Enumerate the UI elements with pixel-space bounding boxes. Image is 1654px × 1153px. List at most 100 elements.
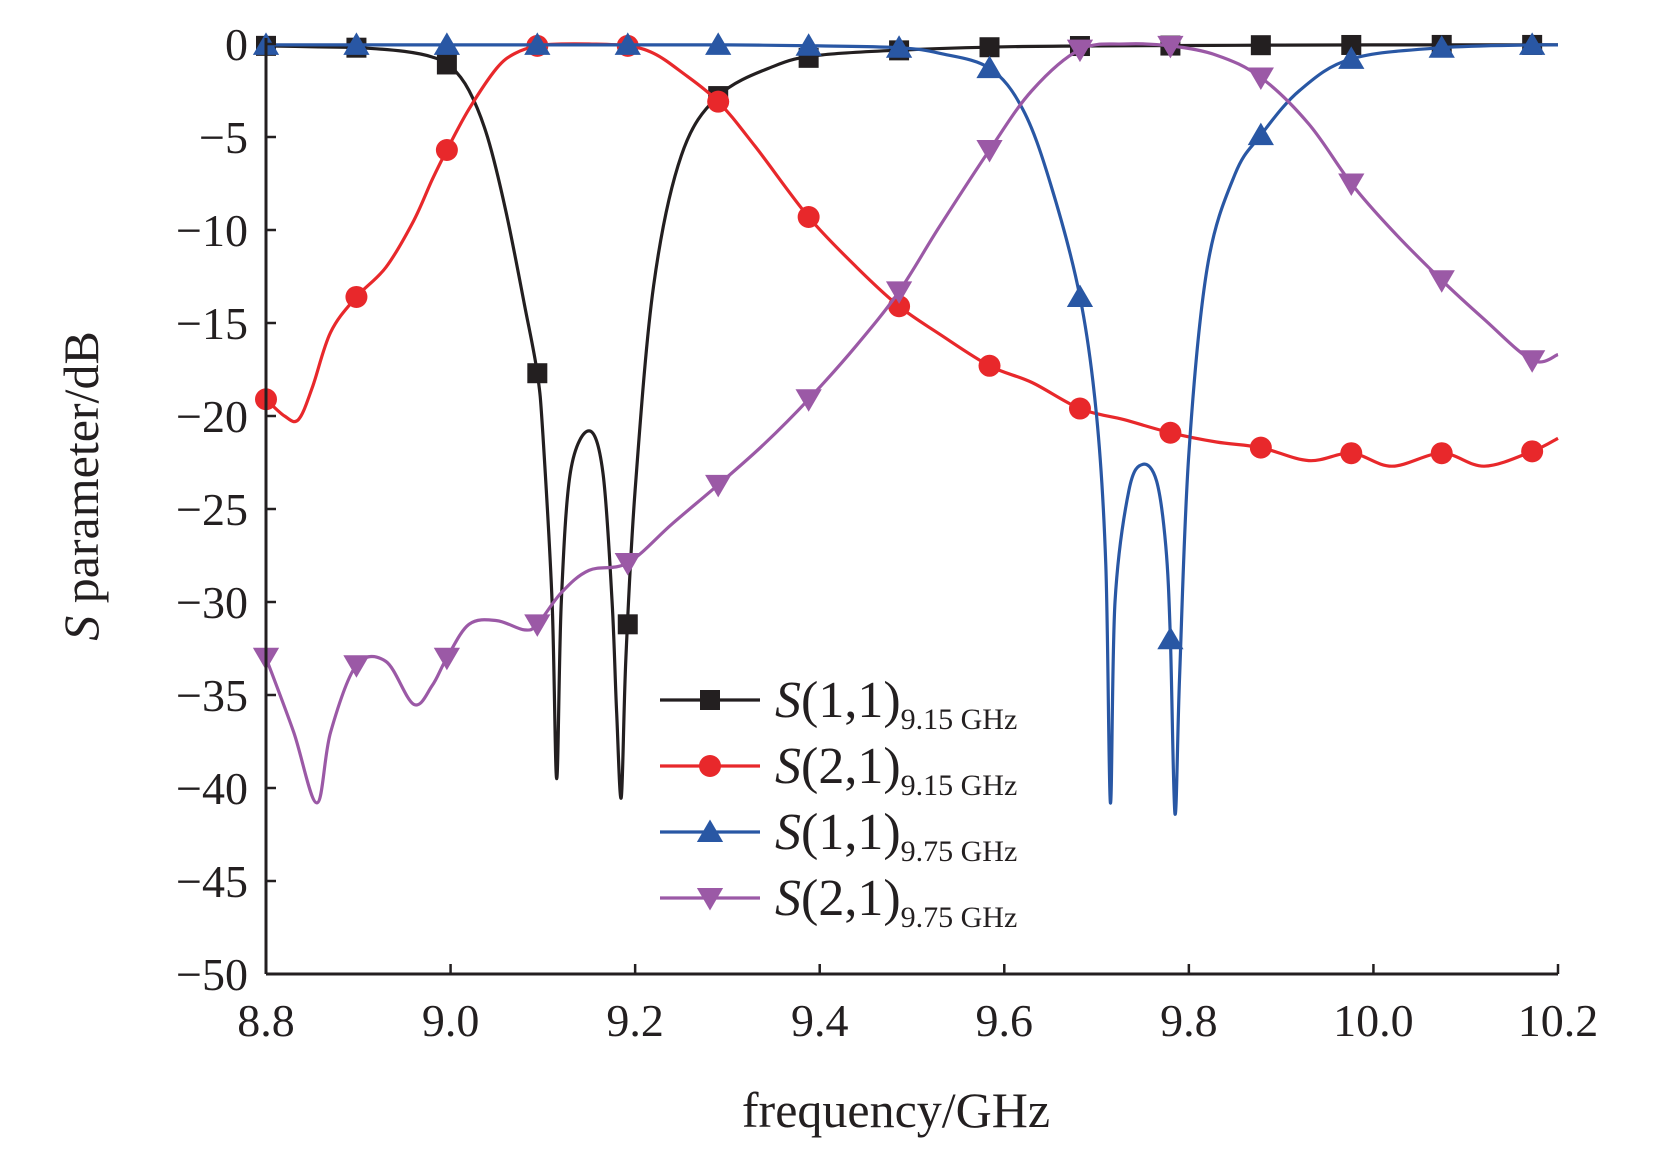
data-point-triangle-down-marker <box>1428 270 1455 293</box>
series-3 <box>252 32 1559 816</box>
data-point-triangle-up-marker <box>433 32 461 55</box>
data-point-triangle-down-marker <box>1066 39 1094 63</box>
x-axis-title: frequency/GHz <box>742 1082 1050 1138</box>
series-layer <box>252 32 1559 816</box>
legend-label-italic: S <box>775 804 801 861</box>
data-point-triangle-up-marker <box>343 32 370 55</box>
data-point-triangle-down-marker <box>524 614 551 637</box>
data-point-square-marker <box>1250 35 1271 56</box>
x-tick-label: 9.0 <box>422 995 480 1046</box>
y-tick-label: −40 <box>176 763 248 814</box>
data-point-circle-marker <box>435 139 458 162</box>
y-tick-label: −5 <box>199 112 248 163</box>
y-tick-label: −15 <box>176 298 248 349</box>
data-point-circle-marker <box>1430 442 1453 465</box>
data-point-square-marker <box>1341 34 1362 55</box>
data-point-triangle-down-marker <box>433 647 461 671</box>
data-point-triangle-up-marker <box>524 32 551 55</box>
data-point-circle-marker <box>1249 436 1272 459</box>
legend-label-sub: 9.15 GHz <box>901 703 1018 736</box>
data-point-circle-marker <box>1159 421 1182 444</box>
data-point-triangle-up-marker <box>1066 284 1094 307</box>
data-point-triangle-down-marker <box>1519 350 1546 373</box>
data-point-circle-marker <box>797 205 820 228</box>
y-tick-label: −35 <box>176 670 248 721</box>
series-line <box>266 43 1559 816</box>
y-tick-label: −45 <box>176 856 248 907</box>
x-tick-label: 10.2 <box>1518 995 1599 1046</box>
data-point-triangle-down-marker <box>343 655 370 678</box>
data-point-circle-marker <box>707 90 730 113</box>
series-2 <box>255 34 1559 468</box>
legend-label-italic: S <box>775 870 801 927</box>
data-point-triangle-up-marker <box>1428 35 1455 58</box>
data-point-triangle-up-marker <box>614 32 641 55</box>
legend-item: S(1,1)9.75 GHz <box>660 804 1017 868</box>
data-point-triangle-down-marker <box>795 389 822 412</box>
data-point-triangle-up-marker <box>1247 122 1274 146</box>
series-line <box>264 42 1559 468</box>
legend-label-main: (2,1) <box>801 738 901 795</box>
ticks: 8.8 9.0 9.2 9.4 9.6 9.8 10.0 10.2 0 −5 −10 −15 −20 −2… <box>176 19 1598 1046</box>
data-point-triangle-up-marker <box>705 32 732 55</box>
x-tick-label: 9.8 <box>1160 995 1218 1046</box>
legend-label-sub: 9.15 GHz <box>901 769 1018 802</box>
data-point-triangle-up-marker <box>1338 46 1365 69</box>
data-point-square-marker <box>436 54 457 75</box>
legend-label-main: (1,1) <box>801 804 901 861</box>
legend-label: S(2,1)9.75 GHz <box>775 870 1017 934</box>
data-point-triangle-up-marker <box>976 55 1003 79</box>
series-line <box>265 43 1558 800</box>
series-4 <box>252 35 1559 805</box>
legend-triangle-up-marker <box>696 819 724 842</box>
x-tick-label: 10.0 <box>1333 995 1414 1046</box>
legend-square-marker <box>700 690 720 710</box>
data-point-circle-marker <box>345 285 368 308</box>
y-axis-title: S parameter/dB <box>53 331 109 641</box>
y-tick-label: −25 <box>176 484 248 535</box>
x-tick-label: 9.6 <box>976 995 1034 1046</box>
y-tick-label: −30 <box>176 577 248 628</box>
y-tick-label: −50 <box>176 949 248 1000</box>
data-point-triangle-up-marker <box>1157 626 1184 650</box>
data-point-triangle-down-marker <box>1338 173 1365 196</box>
data-point-triangle-up-marker <box>795 33 822 56</box>
legend-label-main: (2,1) <box>801 870 901 927</box>
data-point-triangle-down-marker <box>1247 67 1274 90</box>
data-point-triangle-down-marker <box>614 552 641 576</box>
x-tick-label: 8.8 <box>237 995 295 1046</box>
legend-item: S(2,1)9.15 GHz <box>660 738 1017 802</box>
legend-label-italic: S <box>775 672 801 729</box>
legend-label: S(1,1)9.75 GHz <box>775 804 1017 868</box>
data-point-square-marker <box>527 363 548 384</box>
data-point-triangle-down-marker <box>1157 35 1184 59</box>
data-point-triangle-up-marker <box>885 35 913 58</box>
legend-label-sub: 9.75 GHz <box>901 901 1018 934</box>
data-point-circle-marker <box>1340 442 1363 465</box>
legend-label-main: (1,1) <box>801 672 901 729</box>
x-tick-label: 9.2 <box>606 995 664 1046</box>
legend-triangle-down-marker <box>696 888 724 911</box>
data-point-triangle-down-marker <box>885 281 913 304</box>
plot-area <box>252 32 1559 816</box>
axes <box>264 38 1558 976</box>
data-point-square-marker <box>617 614 638 635</box>
data-point-triangle-up-marker <box>1519 32 1546 55</box>
x-tick-label: 9.4 <box>791 995 849 1046</box>
legend-label: S(1,1)9.15 GHz <box>775 672 1017 736</box>
legend-label-italic: S <box>775 738 801 795</box>
data-point-square-marker <box>979 37 1000 58</box>
legend-label-sub: 9.75 GHz <box>901 835 1018 868</box>
legend-circle-marker <box>699 755 721 777</box>
y-axis-title-italic: S <box>53 616 109 641</box>
y-tick-label: 0 <box>225 19 248 70</box>
data-point-triangle-down-marker <box>705 474 732 498</box>
legend-label: S(2,1)9.15 GHz <box>775 738 1017 802</box>
y-tick-label: −10 <box>176 205 248 256</box>
data-point-circle-marker <box>1068 397 1091 420</box>
data-point-circle-marker <box>1521 440 1544 463</box>
y-axis-title-rest: parameter/dB <box>53 331 109 616</box>
data-point-circle-marker <box>978 354 1001 377</box>
